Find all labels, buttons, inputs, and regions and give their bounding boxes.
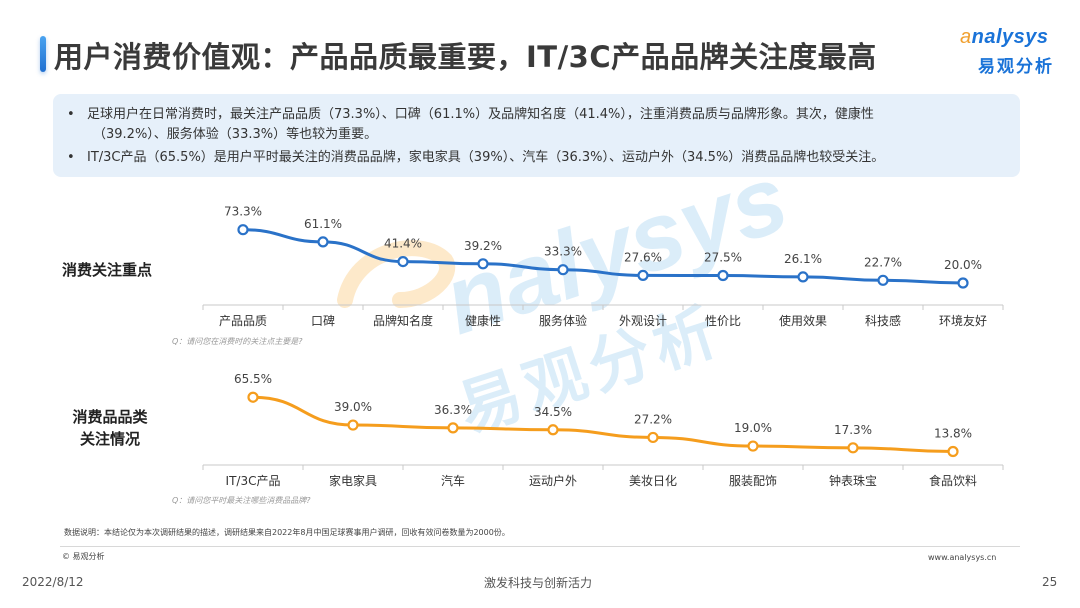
footer-divider bbox=[60, 546, 1020, 547]
logo-english: analysys bbox=[960, 26, 1049, 48]
website-link[interactable]: www.analysys.cn bbox=[928, 553, 997, 562]
data-point bbox=[877, 274, 889, 286]
category-label: 家电家具 bbox=[329, 473, 377, 488]
summary-bullet-1-line-2: （39.2%）、服务体验（33.3%）等也较为重要。 bbox=[93, 127, 378, 142]
slogan: 激发科技与创新活力 bbox=[484, 576, 593, 590]
category-label: 运动户外 bbox=[529, 473, 577, 488]
data-point bbox=[237, 224, 249, 236]
data-point bbox=[797, 271, 809, 283]
category-chart: 65.5% IT/3C产品 39.0% 家电家具 36.3% 汽车 34.5% 运动户外 27.… bbox=[202, 372, 1004, 488]
data-label: 27.2% bbox=[634, 412, 672, 426]
data-label: 17.3% bbox=[834, 423, 872, 437]
data-label: 39.2% bbox=[464, 239, 502, 253]
bullet-icon: • bbox=[67, 107, 75, 122]
data-label: 65.5% bbox=[234, 372, 272, 386]
category-label: 服装配饰 bbox=[729, 474, 777, 488]
data-point bbox=[397, 256, 409, 268]
category-chart-label: 消费品品类 关注情况 bbox=[72, 408, 148, 448]
data-point bbox=[347, 419, 359, 431]
bullet-icon: • bbox=[67, 150, 75, 165]
data-point bbox=[647, 431, 659, 444]
focus-chart-label: 消费关注重点 bbox=[62, 261, 153, 279]
data-point bbox=[717, 269, 729, 282]
category-label: 汽车 bbox=[441, 473, 465, 488]
title-accent-bar bbox=[40, 36, 46, 72]
summary-box: • 足球用户在日常消费时，最关注产品品质（73.3%）、口碑（61.1%）及品牌… bbox=[53, 94, 1020, 177]
data-point bbox=[447, 422, 459, 434]
category-label: IT/3C产品 bbox=[226, 474, 281, 488]
data-label: 34.5% bbox=[534, 405, 572, 419]
data-label: 41.4% bbox=[384, 237, 422, 251]
data-label: 22.7% bbox=[864, 255, 902, 269]
data-label: 36.3% bbox=[434, 403, 472, 417]
category-label: 服务体验 bbox=[539, 313, 587, 328]
focus-chart: 73.3% 产品品质 61.1% 口碑 41.4% 品牌知名度 39.2% 健康性 33.3% 服… bbox=[202, 205, 1004, 328]
category-label: 品牌知名度 bbox=[373, 313, 433, 328]
data-point bbox=[247, 391, 259, 403]
date: 2022/8/12 bbox=[22, 575, 84, 589]
category-label: 环境友好 bbox=[939, 313, 987, 328]
data-label: 73.3% bbox=[224, 205, 262, 219]
page-title: 用户消费价值观：产品品质最重要，IT/3C产品品牌关注度最高 bbox=[54, 40, 877, 74]
data-label: 33.3% bbox=[544, 245, 582, 259]
data-point bbox=[957, 277, 969, 289]
data-note: 数据说明：本结论仅为本次调研结果的描述，调研结果来自2022年8月中国足球赛事用… bbox=[64, 528, 510, 537]
category-label: 产品品质 bbox=[219, 314, 267, 328]
category-label: 外观设计 bbox=[619, 314, 667, 328]
category-question-note: Q：请问您平时最关注哪些消费品品牌? bbox=[172, 496, 311, 505]
data-label: 26.1% bbox=[784, 252, 822, 266]
data-point bbox=[847, 442, 859, 454]
data-label: 20.0% bbox=[944, 258, 982, 272]
category-label: 使用效果 bbox=[779, 313, 827, 328]
data-point bbox=[477, 258, 489, 270]
summary-bullet-1-line-1: 足球用户在日常消费时，最关注产品品质（73.3%）、口碑（61.1%）及品牌知名… bbox=[87, 107, 874, 122]
data-label: 61.1% bbox=[304, 217, 342, 231]
page-number: 25 bbox=[1042, 575, 1058, 589]
category-label: 钟表珠宝 bbox=[829, 473, 877, 488]
data-point bbox=[557, 264, 569, 276]
data-label: 27.6% bbox=[624, 250, 662, 264]
line-charts: 73.3% 产品品质 61.1% 口碑 41.4% 品牌知名度 39.2% 健康性 33.3% 服… bbox=[202, 205, 1004, 488]
focus-question-note: Q：请问您在消费时的关注点主要是? bbox=[172, 337, 303, 346]
data-label: 13.8% bbox=[934, 427, 972, 441]
logo-chinese: 易观分析 bbox=[978, 57, 1054, 77]
data-label: 39.0% bbox=[334, 400, 372, 414]
analysys-logo: analysys 易观分析 bbox=[956, 26, 1066, 82]
data-point bbox=[747, 440, 759, 452]
data-label: 19.0% bbox=[734, 421, 772, 435]
copyright: © 易观分析 bbox=[62, 552, 105, 561]
category-label: 口碑 bbox=[311, 313, 335, 328]
data-point bbox=[637, 269, 649, 281]
summary-bullet-2: IT/3C产品（65.5%）是用户平时最关注的消费品品牌，家电家具（39%）、汽… bbox=[87, 150, 885, 165]
data-point bbox=[947, 445, 959, 458]
category-label: 科技感 bbox=[865, 313, 901, 328]
data-point bbox=[317, 236, 329, 248]
category-label: 性价比 bbox=[705, 314, 741, 328]
data-label: 27.5% bbox=[704, 251, 742, 265]
data-point bbox=[547, 424, 559, 436]
category-label: 食品饮料 bbox=[929, 473, 977, 488]
category-label: 健康性 bbox=[465, 313, 501, 328]
category-label: 美妆日化 bbox=[629, 474, 677, 488]
logo-swoosh-icon: a bbox=[960, 26, 972, 48]
